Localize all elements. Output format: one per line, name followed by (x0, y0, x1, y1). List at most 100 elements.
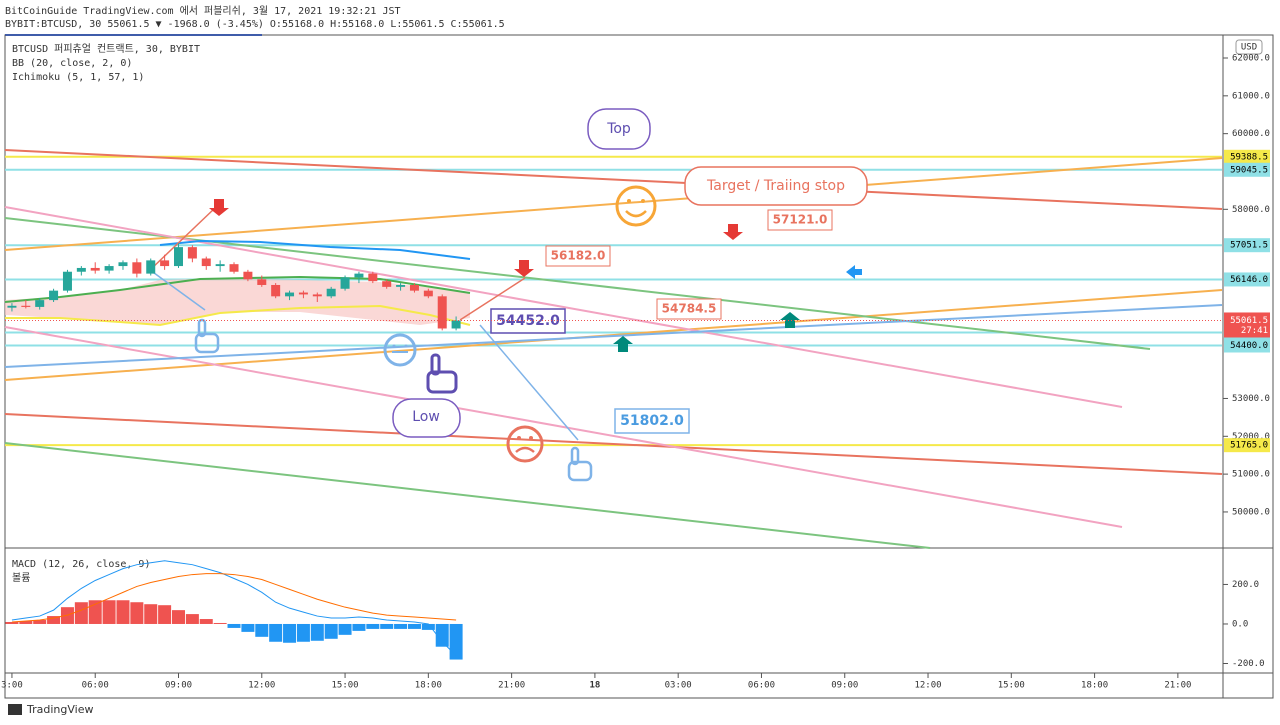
candle-body (174, 247, 184, 267)
trend-line (4, 442, 931, 549)
x-tick-label: 12:00 (248, 681, 275, 691)
macd-line (11, 560, 457, 656)
price-label-box (1224, 149, 1270, 164)
histogram-bar (352, 623, 366, 631)
histogram-bar (310, 623, 324, 641)
histogram-bar (449, 623, 463, 660)
price-label-box (1224, 238, 1270, 253)
y-tick-label: 60000.0 (1232, 129, 1270, 139)
x-tick-label: 18:00 (415, 681, 442, 691)
trend-line (4, 157, 1223, 251)
arrow-icon (613, 336, 633, 352)
bb-line (159, 239, 471, 260)
candle-body (368, 273, 378, 282)
histogram-bar (102, 600, 116, 624)
candle-body (49, 290, 59, 301)
header-line: BYBIT:BTCUSD, 30 55061.5 ▼ -1968.0 (-3.4… (5, 19, 505, 30)
logo (8, 704, 22, 715)
histogram-bar (130, 602, 144, 624)
legend-text: 볼륨 (12, 572, 30, 584)
histogram-bar (47, 616, 61, 624)
candle-body (146, 260, 156, 274)
candle-body (423, 290, 433, 297)
price-label: 51765.0 (1230, 441, 1268, 451)
y-tick-label: 53000.0 (1232, 394, 1270, 404)
callout-text: 51802.0 (620, 413, 684, 429)
y-tick-label: 0.0 (1232, 619, 1248, 629)
histogram-bar (394, 623, 408, 629)
x-tick-label: 15:00 (332, 681, 359, 691)
legend-text: BTCUSD 퍼피츄얼 컨트랙트, 30, BYBIT (12, 43, 200, 55)
candle-body (21, 305, 31, 307)
ichimoku-line (5, 304, 471, 327)
histogram-bar (241, 623, 255, 632)
x-tick-label: 18 (589, 681, 600, 691)
x-tick-label: 3:00 (1, 681, 23, 691)
histogram-bar (144, 604, 158, 624)
arrow-line (459, 277, 526, 321)
arrow-icon (846, 265, 862, 279)
histogram-bar (74, 602, 88, 624)
callout-box (656, 298, 722, 320)
x-tick-label: 12:00 (914, 681, 941, 691)
legend-text: Ichimoku (5, 1, 57, 1) (12, 72, 144, 83)
x-tick-label: 21:00 (498, 681, 525, 691)
candle-body (354, 273, 364, 278)
candle-body (396, 284, 406, 287)
histogram-bar (338, 623, 352, 635)
y-tick-label: 62000.0 (1232, 54, 1270, 64)
candle-body (437, 296, 447, 329)
x-tick-label: 03:00 (665, 681, 692, 691)
histogram-bar (33, 620, 47, 624)
last-price: 55061.5 (1230, 316, 1268, 326)
histogram-bar (421, 623, 435, 630)
candle-body (187, 247, 197, 259)
arrow-line (149, 269, 206, 311)
y-tick-label: 50000.0 (1232, 507, 1270, 517)
histogram-bar (199, 619, 213, 624)
candle-body (298, 292, 308, 295)
candle-body (229, 264, 239, 272)
y-tick-label: -200.0 (1232, 659, 1265, 669)
candle-body (118, 262, 128, 267)
trend-lines (4, 149, 1223, 549)
arrow-icon (209, 199, 229, 216)
candle-body (104, 266, 114, 271)
histogram-bar (269, 623, 283, 642)
histogram-bar (296, 623, 310, 642)
callout-text: 54784.5 (662, 302, 717, 316)
footer-brand: TradingView (26, 703, 93, 716)
candle-body (160, 260, 170, 267)
histogram-bar (5, 621, 19, 624)
price-label-box (1224, 162, 1270, 177)
price-label: 59045.5 (1230, 165, 1268, 175)
candle-body (243, 271, 253, 280)
trend-line (4, 413, 1223, 475)
y-tick-label: 200.0 (1232, 580, 1259, 590)
candle-body (76, 267, 86, 272)
price-label: 56146.0 (1230, 275, 1268, 285)
histogram-bar (172, 610, 186, 624)
callout-box (490, 308, 566, 334)
callout-box (684, 166, 868, 206)
histogram-bar (255, 623, 269, 637)
arrow-line (479, 324, 579, 441)
candle-body (257, 279, 267, 285)
histogram-bar (366, 623, 380, 629)
ichimoku-line (4, 275, 471, 303)
candle-body (285, 292, 295, 297)
hand-icon (567, 446, 593, 482)
histogram-bar (227, 623, 241, 628)
neutral-face (383, 333, 417, 367)
x-tick-label: 15:00 (998, 681, 1025, 691)
candle-body (90, 267, 100, 271)
candle-body (451, 320, 461, 329)
y-tick-label: 58000.0 (1232, 205, 1270, 215)
hand-icon (426, 353, 458, 394)
header-line: BitCoinGuide TradingView.com 에서 퍼블리쉬, 3월… (5, 5, 401, 17)
smiley (615, 185, 657, 227)
candle-body (271, 284, 281, 297)
countdown: 27:41 (1241, 326, 1268, 336)
arrow-icon (723, 224, 743, 240)
